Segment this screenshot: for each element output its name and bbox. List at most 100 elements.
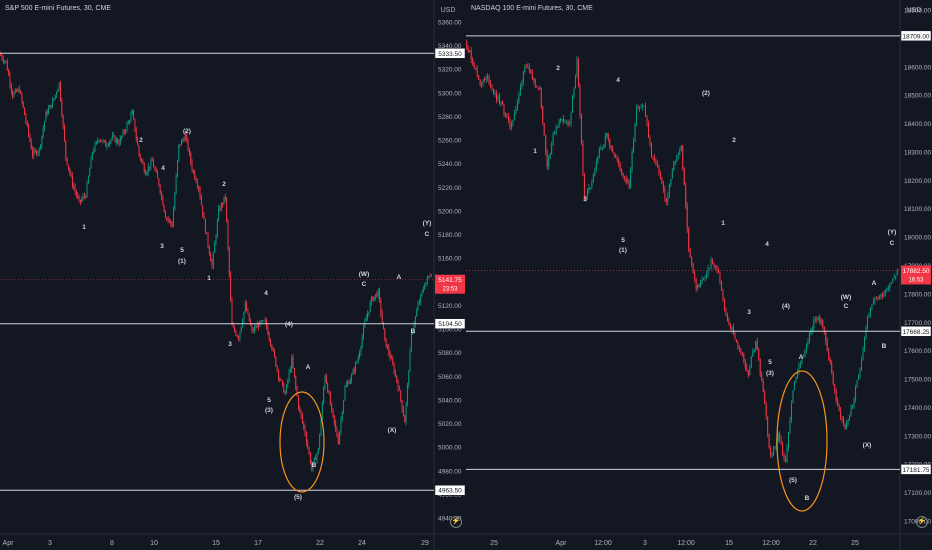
candle-body (70, 173, 72, 176)
candle-body (102, 140, 104, 142)
wave-label: B (805, 495, 810, 502)
x-tick-label: 17 (254, 540, 262, 547)
candle-body (356, 361, 358, 364)
candle-body (838, 405, 840, 411)
ndx-chart-svg[interactable]: USD18800.0018700.0018600.0018500.0018400… (466, 0, 932, 550)
candle-body (58, 82, 60, 90)
candle-body (235, 331, 237, 336)
candle-body (392, 358, 394, 365)
candle-body (147, 166, 149, 173)
candle-body (500, 101, 502, 105)
candle-body (204, 219, 206, 233)
bar-countdown-label: 23:53 (442, 287, 458, 293)
candle-body (53, 98, 55, 101)
chart-settings-icon[interactable]: ⚡ (450, 516, 462, 528)
bar-countdown-label: 16:53 (908, 277, 924, 283)
candle-body (106, 145, 108, 147)
candle-body (878, 296, 880, 299)
candle-body (418, 301, 420, 304)
wave-label: (1) (619, 247, 627, 254)
candle-body (726, 314, 728, 321)
y-tick-label: 18100.00 (904, 206, 931, 213)
candle-body (588, 187, 590, 191)
candle-body (429, 276, 431, 278)
wave-label: C (425, 231, 430, 238)
candle-body (470, 50, 472, 60)
candle-body (278, 370, 279, 379)
candle-body (131, 110, 133, 115)
candle-body (79, 199, 81, 202)
wave-label: (1) (178, 258, 186, 265)
candle-body (473, 63, 475, 68)
candle-body (422, 289, 424, 292)
candle-body (819, 317, 821, 323)
candle-body (323, 388, 325, 403)
candle-body (171, 223, 173, 227)
candle-body (790, 403, 793, 421)
candle-body (649, 137, 651, 144)
candle-body (313, 458, 315, 463)
candle-body (272, 349, 274, 351)
candle-body (823, 326, 825, 333)
candle-body (677, 155, 679, 156)
candle-body (661, 177, 663, 184)
spx-chart-svg[interactable]: USD5360.005340.005320.005300.005280.0052… (0, 0, 466, 550)
wave-label: B (312, 462, 317, 469)
x-tick-label: 12:00 (762, 540, 780, 547)
candle-body (289, 368, 291, 372)
candle-body (668, 184, 670, 196)
candle-body (224, 196, 226, 198)
candle-body (717, 270, 720, 273)
candle-body (111, 135, 113, 140)
wave-label: C (362, 281, 367, 288)
candle-body (858, 375, 860, 381)
wave-label: 2 (732, 137, 736, 144)
candle-body (676, 155, 678, 161)
chart-settings-icon[interactable]: ⚡ (916, 516, 928, 528)
candle-body (539, 87, 541, 90)
candle-body (424, 286, 426, 290)
candle-body (633, 141, 635, 153)
candle-body (540, 87, 542, 107)
candle-body (746, 367, 748, 371)
y-tick-label: 5200.00 (438, 208, 462, 215)
candle-body (627, 180, 629, 183)
candle-body (254, 327, 256, 331)
candle-body (828, 351, 830, 360)
highlight-ellipse (279, 391, 325, 493)
candle-body (57, 89, 59, 93)
candle-body (49, 105, 51, 109)
candle-body (303, 422, 305, 428)
candle-body (580, 115, 582, 144)
candle-body (110, 139, 112, 142)
candle-body (771, 454, 773, 456)
candle-body (662, 183, 664, 190)
candle-body (12, 90, 14, 98)
candle-body (779, 432, 781, 439)
candle-body (351, 374, 353, 381)
candle-body (710, 259, 712, 269)
candle-body (291, 357, 293, 369)
candle-body (117, 139, 119, 143)
candle-body (103, 140, 105, 142)
candle-body (216, 220, 218, 236)
candle-body (267, 327, 269, 335)
candle-body (652, 156, 654, 158)
candle-body (320, 419, 322, 436)
candle-body (328, 391, 330, 394)
candle-body (339, 431, 341, 444)
wave-label: (Y) (888, 229, 897, 236)
candle-body (570, 112, 572, 125)
candle-body (232, 325, 234, 328)
spx-chart-panel[interactable]: S&P 500 E-mini Futures, 30, CME USD 5360.… (0, 0, 466, 550)
y-tick-label: 18600.00 (904, 64, 931, 71)
candle-body (774, 446, 776, 449)
candle-body (875, 297, 877, 299)
candle-body (184, 134, 186, 141)
candle-body (161, 192, 162, 197)
candle-body (37, 152, 39, 155)
candle-body (387, 347, 388, 349)
candle-body (524, 66, 526, 73)
ndx-chart-panel[interactable]: NASDAQ 100 E-mini Futures, 30, CME USD 18… (466, 0, 932, 550)
y-tick-label: 5280.00 (438, 114, 462, 121)
